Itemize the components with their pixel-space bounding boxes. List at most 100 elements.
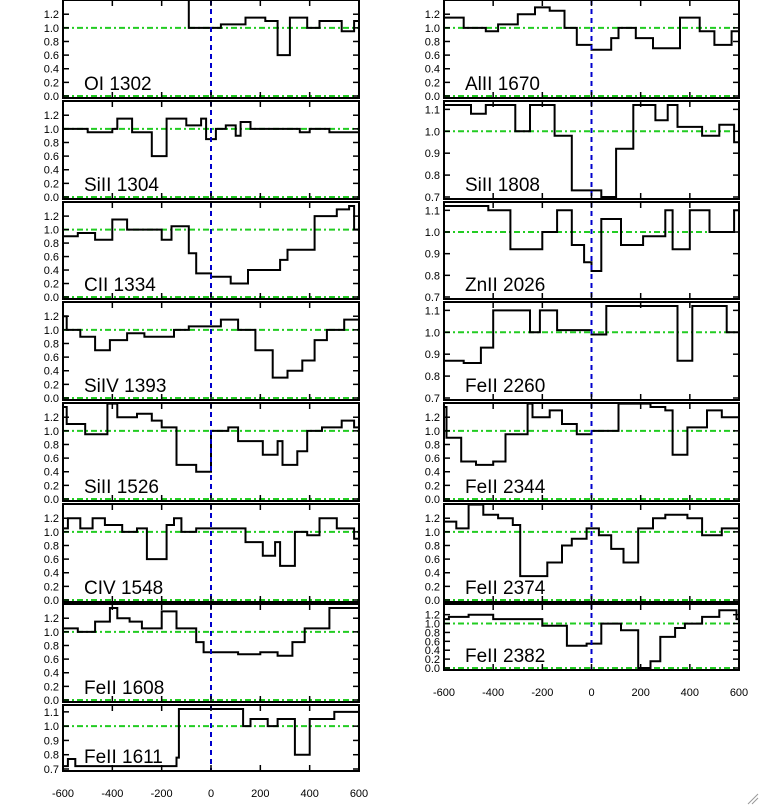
panel-label: SiII 1526: [84, 477, 159, 498]
y-tick-label: 1.0: [425, 327, 440, 339]
y-tick-label: 0.0: [44, 192, 59, 204]
y-tick-label: 0.0: [44, 494, 59, 506]
y-tick-label: 0.8: [425, 627, 440, 639]
spectrum-line: [63, 205, 359, 285]
y-tick-label: 0.4: [44, 165, 59, 177]
y-tick-label: 0.4: [44, 366, 59, 378]
y-tick-label: 0.0: [44, 91, 59, 103]
y-tick-label: 1.2: [425, 610, 440, 622]
panel-label: FeII 2382: [465, 646, 545, 667]
panel: 0.7 0.8 0.9 1.0 1.1 FeII 1611 -600 -400 -200 0 200…: [44, 704, 368, 800]
y-tick-label: 1.2: [44, 613, 59, 625]
y-tick-label: 1.0: [425, 619, 440, 631]
y-tick-label: 0.6: [425, 453, 440, 465]
y-tick-label: 1.1: [425, 305, 440, 317]
panel: 0.0 0.20.4 0.6 0.81.0 1.2 CIV 1548: [44, 503, 360, 607]
resize-grip-icon: [747, 793, 759, 805]
panel-label: FeII 2260: [465, 376, 545, 397]
panel-label: ZnII 2026: [465, 275, 545, 296]
y-tick-label: 1.0: [44, 225, 59, 237]
y-tick-label: 0.8: [425, 439, 440, 451]
y-tick-label: 0.8: [44, 439, 59, 451]
y-tick-label: 0.8: [44, 36, 59, 48]
y-tick-label: 0.2: [44, 178, 59, 190]
panel-label: OI 1302: [84, 74, 152, 95]
y-tick-label: 1.0: [425, 227, 440, 239]
left-panel-column: 0.00.20.40.60.81.01.2OI 13020.00.20.40.6…: [44, 0, 368, 800]
panel: 0.0 0.20.4 0.6 0.81.0 1.2 SiII 1526: [44, 402, 360, 506]
panel: 0.7 0.8 0.9 1.0 1.1 FeII 2260: [425, 301, 740, 405]
spectrum-line: [63, 117, 359, 158]
y-tick-label: 1.2: [425, 513, 440, 525]
spectrum-line: [444, 205, 739, 272]
y-tick-label: 1.2: [44, 412, 59, 424]
y-tick-label: 0.0: [425, 494, 440, 506]
spectrum-line: [444, 609, 739, 669]
y-tick-label: 0.0: [44, 695, 59, 707]
y-tick-label: 0.8: [44, 137, 59, 149]
y-tick-label: 0.4: [425, 467, 440, 479]
y-tick-label: 0.2: [44, 480, 59, 492]
y-tick-label: 1.2: [44, 311, 59, 323]
spectrum-line: [444, 403, 739, 466]
panel: 0.0 0.20.4 0.6 0.81.0 1.2 FeII 2344: [425, 402, 740, 506]
panel: 0.0 0.20.4 0.6 0.81.0 1.2 FeII 2374: [425, 503, 740, 607]
panel-label: SiII 1808: [465, 175, 540, 196]
y-tick-label: 0.2: [44, 379, 59, 391]
y-tick-label: 1.0: [44, 627, 59, 639]
y-tick-label: 0.4: [425, 64, 440, 76]
y-tick-label: 0.8: [425, 170, 440, 182]
y-tick-label: 0.8: [425, 540, 440, 552]
y-tick-label: 1.0: [425, 426, 440, 438]
y-tick-label: 0.0: [425, 91, 440, 103]
y-tick-label: 0.8: [44, 750, 59, 762]
panel-label: FeII 1611: [84, 747, 163, 768]
spectrum-line: [63, 517, 359, 567]
y-tick-label: 1.2: [44, 513, 59, 525]
x-tick-label: 400: [300, 788, 318, 800]
spectrum-line: [444, 504, 739, 578]
panel: 0.0 0.20.4 0.6 0.81.0 1.2 OI 1302: [44, 0, 360, 103]
y-tick-label: 0.4: [44, 668, 59, 680]
y-tick-label: 0.7: [425, 292, 440, 304]
y-tick-label: 0.0: [425, 595, 440, 607]
y-tick-label: 0.8: [425, 270, 440, 282]
x-tick-label: 400: [681, 687, 699, 699]
y-tick-label: 0.6: [425, 554, 440, 566]
y-tick-label: 0.2: [44, 77, 59, 89]
y-tick-label: 0.6: [425, 50, 440, 62]
y-tick-label: 1.2: [44, 110, 59, 122]
y-tick-label: 0.4: [44, 568, 59, 580]
y-tick-label: 0.4: [425, 645, 440, 657]
y-tick-label: 1.0: [425, 23, 440, 35]
x-tick-label: -200: [151, 788, 173, 800]
y-tick-label: 1.2: [44, 211, 59, 223]
y-tick-label: 0.2: [44, 681, 59, 693]
y-tick-label: 1.0: [44, 721, 59, 733]
x-tick-label: -400: [482, 687, 504, 699]
y-tick-label: 0.2: [425, 654, 440, 666]
y-tick-label: 0.0: [44, 292, 59, 304]
spectrum-line: [444, 305, 739, 364]
y-tick-label: 1.0: [425, 527, 440, 539]
panel: 0.00.2 0.40.6 0.81.0 1.2 CII 1334: [44, 201, 360, 304]
y-tick-label: 0.0: [44, 595, 59, 607]
panel-label: CIV 1548: [84, 578, 163, 599]
y-tick-label: 1.0: [44, 527, 59, 539]
spectrum-line: [63, 315, 359, 379]
y-tick-label: 0.4: [44, 467, 59, 479]
panel: 0.00.20.40.60.81.01.2 FeII 2382 -600 -400 -2…: [425, 603, 748, 699]
x-tick-label: -400: [101, 788, 123, 800]
y-tick-label: 0.8: [44, 238, 59, 250]
y-tick-label: 0.9: [425, 148, 440, 160]
y-tick-label: 0.6: [44, 252, 59, 264]
y-tick-label: 1.2: [425, 412, 440, 424]
y-tick-label: 0.9: [44, 735, 59, 747]
y-tick-label: 1.1: [425, 205, 440, 217]
y-tick-label: 0.9: [425, 249, 440, 261]
spectrum-line: [63, 607, 359, 657]
y-tick-label: 0.6: [44, 50, 59, 62]
y-tick-label: 0.2: [425, 581, 440, 593]
spectrum-line: [187, 0, 359, 57]
